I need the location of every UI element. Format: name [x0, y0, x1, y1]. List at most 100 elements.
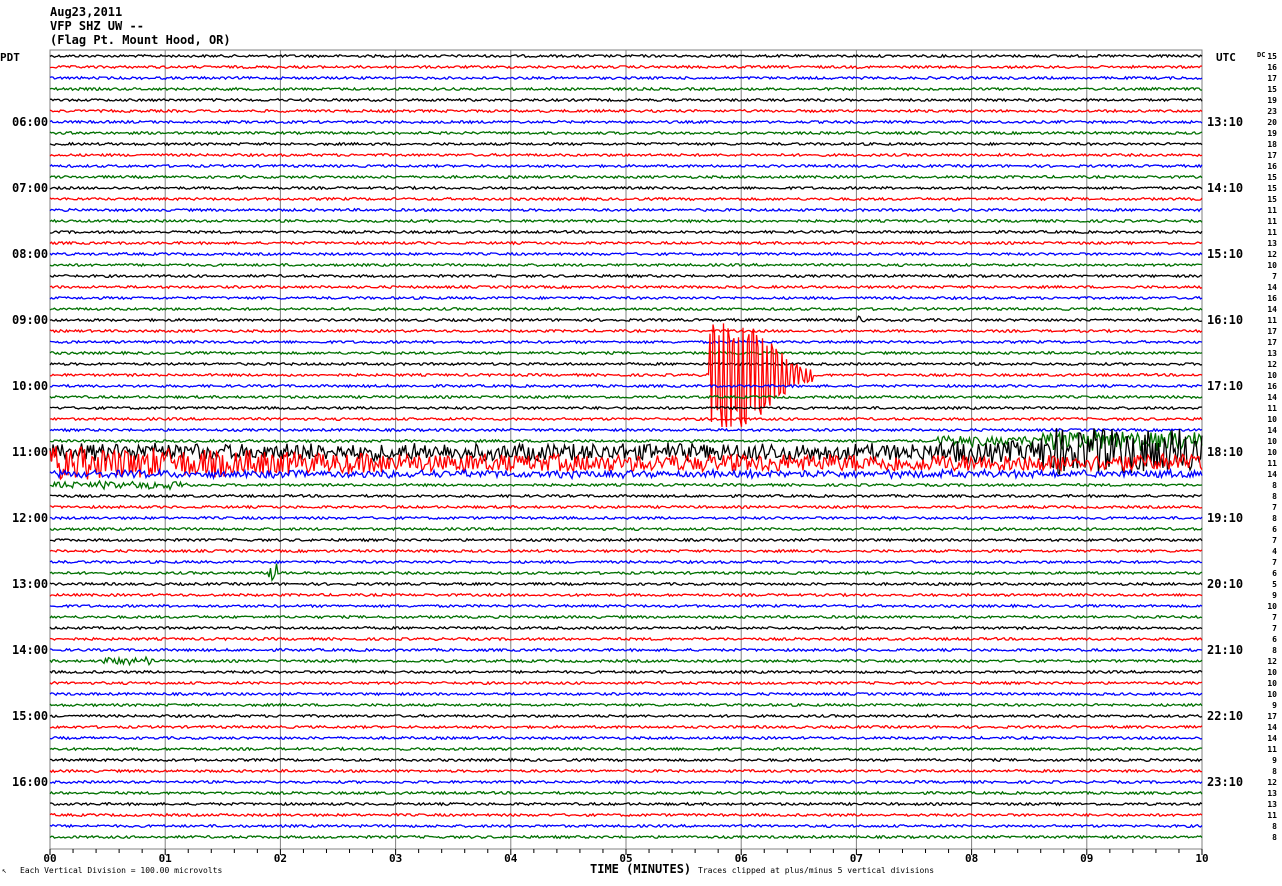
trace-row	[49, 361, 1203, 367]
trace-row	[49, 323, 1203, 428]
dc-offset-label: 8	[1272, 481, 1277, 490]
trace-row	[49, 163, 1203, 169]
trace-row	[49, 467, 1203, 481]
trace-row	[49, 207, 1203, 213]
trace-row	[49, 834, 1203, 840]
trace-row	[50, 537, 1203, 543]
x-tick-label: 03	[389, 852, 402, 865]
trace-row	[49, 429, 1203, 451]
trace-row	[49, 504, 1203, 510]
trace-row	[49, 592, 1203, 598]
trace-row	[49, 515, 1203, 521]
trace-row	[49, 295, 1203, 301]
dc-offset-label: 10	[1267, 602, 1277, 611]
trace-row	[49, 493, 1203, 499]
dc-offset-label: 12	[1267, 657, 1277, 666]
right-time-label: 17:10	[1207, 379, 1243, 393]
left-time-label: 16:00	[12, 775, 48, 789]
trace-row	[49, 416, 1203, 422]
dc-offset-label: 10	[1267, 371, 1277, 380]
dc-offset-label: 16	[1267, 294, 1277, 303]
trace-row	[49, 548, 1203, 554]
trace-row	[49, 691, 1203, 697]
trace-row	[49, 284, 1203, 290]
trace-row	[49, 141, 1203, 147]
dc-offset-label: 12	[1267, 778, 1277, 787]
dc-offset-label: 7	[1272, 536, 1277, 545]
right-time-label: 16:10	[1207, 313, 1243, 327]
trace-row	[49, 405, 1203, 411]
x-tick-label: 08	[965, 852, 978, 865]
dc-offset-label: 8	[1272, 514, 1277, 523]
dc-offset-label: 4	[1272, 547, 1277, 556]
dc-offset-label: 23	[1267, 107, 1277, 116]
trace-row	[49, 86, 1203, 92]
station-label: VFP SHZ UW --	[50, 19, 144, 33]
trace-row	[49, 273, 1203, 279]
dc-offset-label: 15	[1267, 184, 1277, 193]
x-tick-label: 01	[159, 852, 173, 865]
dc-offset-label: 13	[1267, 800, 1277, 809]
dc-offset-label: 11	[1267, 228, 1277, 237]
trace-row	[49, 328, 1203, 334]
trace-row	[49, 53, 1203, 59]
trace-row	[49, 702, 1203, 708]
trace-row	[49, 262, 1203, 268]
dc-offset-label: 16	[1267, 162, 1277, 171]
trace-row	[49, 655, 1203, 667]
x-tick-label: 10	[1195, 852, 1208, 865]
left-time-label: 13:00	[12, 577, 48, 591]
trace-row	[49, 97, 1203, 103]
trace-row	[49, 746, 1203, 752]
right-time-label: 14:10	[1207, 181, 1243, 195]
trace-row	[49, 801, 1203, 807]
dc-offset-label: 8	[1272, 767, 1277, 776]
left-time-label: 07:00	[12, 181, 48, 195]
trace-row	[49, 152, 1203, 158]
x-tick-label: 04	[504, 852, 518, 865]
x-tick-label: 00	[43, 852, 56, 865]
left-time-label: 09:00	[12, 313, 48, 327]
left-time-label: 12:00	[12, 511, 48, 525]
trace-row	[49, 526, 1203, 532]
trace-row	[49, 823, 1203, 829]
dc-offset-label: 9	[1272, 756, 1277, 765]
trace-row	[49, 768, 1202, 774]
dc-offset-label: 7	[1272, 613, 1277, 622]
x-tick-label: 06	[735, 852, 749, 865]
dc-offset-label: 12	[1267, 250, 1277, 259]
trace-row	[49, 779, 1203, 785]
dc-offset-label: 10	[1267, 690, 1277, 699]
x-tick-label: 07	[850, 852, 863, 865]
dc-offset-label: 20	[1267, 118, 1277, 127]
trace-row	[49, 713, 1203, 719]
dc-offset-label: 13	[1267, 349, 1277, 358]
dc-offset-label: 6	[1272, 569, 1277, 578]
dc-offset-label: 8	[1272, 492, 1277, 501]
dc-offset-label: 11	[1267, 217, 1277, 226]
right-time-label: 22:10	[1207, 709, 1243, 723]
trace-row	[49, 581, 1203, 587]
trace-row	[49, 625, 1203, 631]
dc-offset-label: 5	[1272, 580, 1277, 589]
trace-row	[49, 394, 1203, 400]
right-time-label: 21:10	[1207, 643, 1243, 657]
trace-row	[49, 130, 1203, 136]
trace-row	[49, 174, 1203, 180]
dc-offset-label: 8	[1272, 646, 1277, 655]
trace-row	[49, 479, 1203, 491]
dc-offset-label: 8	[1272, 822, 1277, 831]
trace-row	[49, 614, 1203, 620]
dc-label: DC	[1257, 51, 1265, 59]
trace-row	[49, 812, 1203, 818]
x-tick-label: 09	[1080, 852, 1093, 865]
dc-offset-label: 9	[1272, 701, 1277, 710]
dc-offset-label: 8	[1272, 833, 1277, 842]
dc-offset-label: 16	[1267, 63, 1277, 72]
trace-row	[49, 240, 1203, 246]
dc-offset-label: 14	[1267, 470, 1277, 479]
left-time-label: 11:00	[12, 445, 48, 459]
dc-offset-label: 11	[1267, 459, 1277, 468]
x-tick-label: 05	[619, 852, 632, 865]
dc-offset-label: 15	[1267, 195, 1277, 204]
